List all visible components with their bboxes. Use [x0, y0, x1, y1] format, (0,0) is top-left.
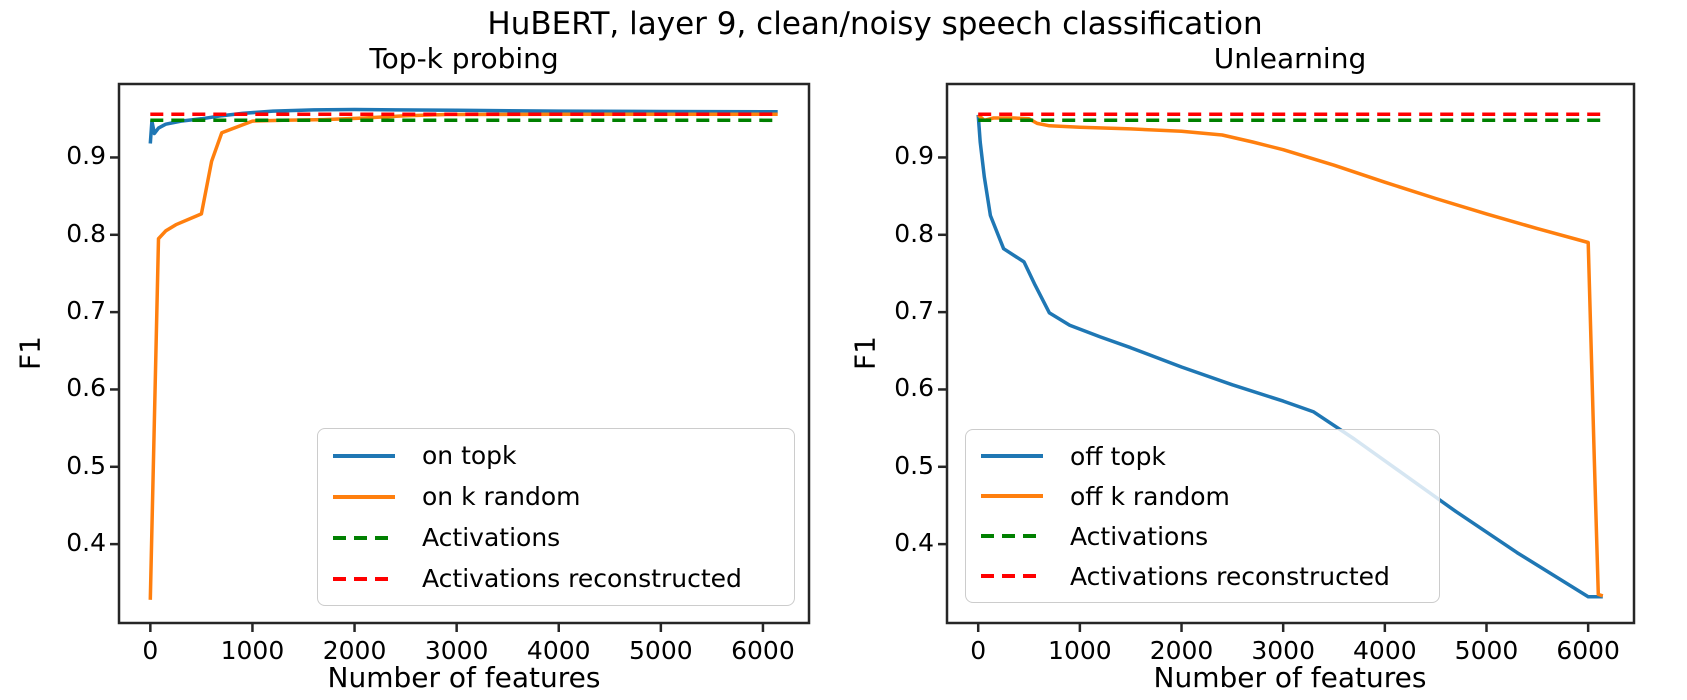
legend-label: on k random: [422, 482, 581, 511]
y-tick-label: 0.7: [66, 296, 106, 326]
legend-label: on topk: [422, 441, 517, 470]
x-tick-label: 2000: [1149, 636, 1214, 665]
legend-line-sample-dashed: [981, 534, 1043, 538]
legend-line-sample-solid: [981, 494, 1043, 498]
y-tick-label: 0.9: [66, 141, 106, 171]
legend-line-sample-dashed: [333, 576, 395, 581]
legend-label: off topk: [1070, 441, 1166, 471]
axes-frame: [945, 82, 1636, 625]
x-tick-label: 6000: [1556, 636, 1620, 665]
subplot-title-topk-probing: Top-k probing: [369, 42, 559, 75]
legend-row: off topk: [966, 436, 1439, 476]
x-tick-label: 3000: [424, 636, 489, 665]
x-tick-label: 4000: [526, 636, 591, 665]
subplot-title-unlearning: Unlearning: [1213, 42, 1367, 75]
x-tick-label: 0: [970, 636, 987, 665]
legend-row: Activations: [966, 516, 1439, 556]
y-tick-label: 0.4: [66, 528, 106, 558]
legend-row: off k random: [966, 476, 1439, 516]
x-axis-label-left: Number of features: [327, 661, 601, 694]
y-tick-label: 0.4: [894, 528, 934, 558]
y-tick-label: 0.6: [66, 373, 106, 403]
legend-topk-probing: on topk on k random Activations Activations…: [317, 428, 795, 606]
y-axis-label-left: F1: [13, 336, 47, 370]
x-tick-label: 2000: [322, 636, 387, 665]
y-axis-label-right: F1: [848, 336, 882, 370]
legend-label: Activations: [422, 523, 561, 552]
y-tick-label: 0.7: [894, 296, 934, 326]
y-tick-label: 0.8: [66, 218, 106, 248]
y-tick-label: 0.5: [66, 450, 106, 480]
legend-line-sample-dashed: [981, 574, 1043, 578]
x-tick-label: 1000: [220, 636, 285, 665]
legend-line-sample-solid: [333, 453, 395, 458]
x-tick-label: 5000: [629, 636, 693, 665]
legend-label: Activations: [1070, 521, 1209, 551]
x-tick-label: 5000: [1454, 636, 1519, 665]
legend-line-sample-solid: [981, 454, 1043, 458]
legend-row: Activations: [318, 517, 794, 558]
legend-unlearning: off topk off k random Activations Activatio…: [965, 429, 1440, 603]
series-line-off-k-random: [977, 113, 1604, 598]
legend-label: Activations reconstructed: [422, 564, 742, 593]
legend-line-sample-solid: [333, 494, 395, 499]
legend-row: on k random: [318, 476, 794, 517]
figure-title: HuBERT, layer 9, clean/noisy speech clas…: [487, 6, 1263, 42]
series-line-on-k-random: [148, 112, 778, 600]
x-tick-label: 4000: [1353, 636, 1417, 665]
axes-frame: [117, 82, 811, 625]
x-tick-label: 6000: [731, 636, 795, 665]
legend-row: on topk: [318, 435, 794, 476]
x-tick-label: 3000: [1251, 636, 1315, 665]
legend-row: Activations reconstructed: [318, 558, 794, 599]
legend-label: off k random: [1070, 481, 1230, 511]
legend-label: Activations reconstructed: [1070, 561, 1390, 591]
y-tick-label: 0.9: [894, 141, 934, 171]
y-tick-label: 0.5: [894, 450, 934, 480]
legend-row: Activations reconstructed: [966, 556, 1439, 596]
y-tick-label: 0.6: [894, 373, 934, 403]
x-axis-label-right: Number of features: [1153, 661, 1427, 694]
x-tick-label: 1000: [1048, 636, 1112, 665]
x-tick-label: 0: [142, 636, 159, 665]
legend-line-sample-dashed: [333, 535, 395, 540]
y-tick-label: 0.8: [894, 218, 934, 248]
